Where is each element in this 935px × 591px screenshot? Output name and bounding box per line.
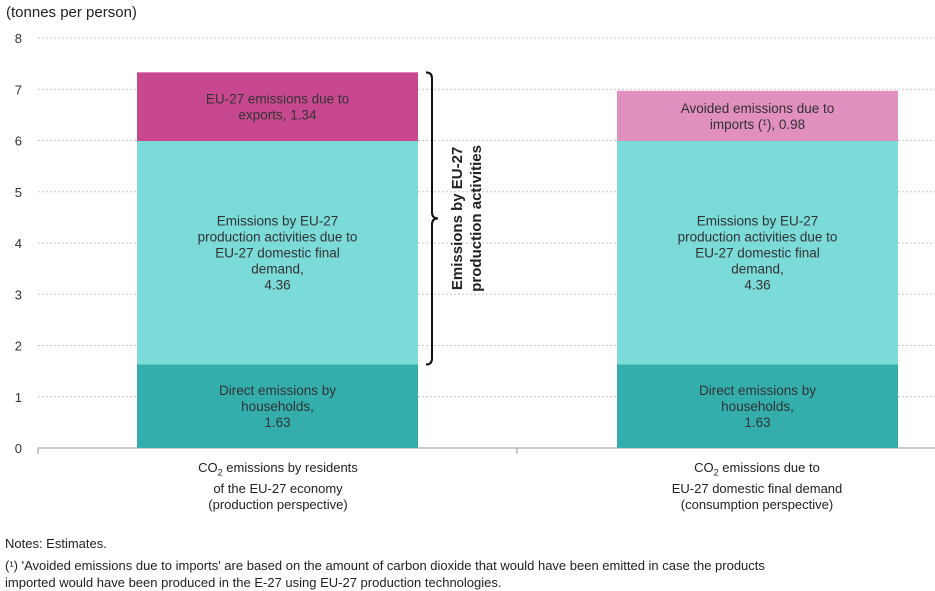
data-label: 4.36 bbox=[264, 278, 290, 293]
data-label: Emissions by EU-27 bbox=[697, 214, 819, 229]
data-label: Direct emissions by bbox=[699, 383, 816, 398]
data-label: imports (¹), 0.98 bbox=[710, 117, 805, 132]
annotation-label: production activities bbox=[468, 145, 485, 292]
data-label: Emissions by EU-27 bbox=[217, 214, 339, 229]
data-label: 1.63 bbox=[264, 415, 290, 430]
data-label: EU-27 domestic final bbox=[695, 246, 820, 261]
category-label-production: CO2 emissions by residents of the EU-27 … bbox=[198, 460, 358, 512]
bar-segment bbox=[137, 141, 418, 365]
y-tick-label: 2 bbox=[15, 339, 22, 354]
notes: Notes: Estimates. bbox=[5, 536, 107, 551]
y-tick-label: 5 bbox=[15, 185, 22, 200]
footnote: (¹) 'Avoided emissions due to imports' a… bbox=[5, 558, 765, 590]
data-label: exports, 1.34 bbox=[238, 108, 317, 123]
y-tick-label: 4 bbox=[15, 236, 22, 251]
data-label: 4.36 bbox=[744, 278, 770, 293]
data-label: production activities due to bbox=[678, 230, 838, 245]
bar-segment bbox=[617, 90, 898, 142]
data-label: production activities due to bbox=[198, 230, 358, 245]
y-tick-label: 8 bbox=[15, 31, 22, 46]
y-tick-label: 6 bbox=[15, 134, 22, 149]
data-label: Direct emissions by bbox=[219, 383, 336, 398]
y-tick-label: 3 bbox=[15, 287, 22, 302]
category-label-consumption: CO2 emissions due to EU-27 domestic fina… bbox=[671, 460, 843, 512]
y-tick-label: 0 bbox=[15, 441, 22, 456]
y-tick-label: 7 bbox=[15, 82, 22, 97]
data-label: EU-27 emissions due to bbox=[206, 92, 349, 107]
data-label: demand, bbox=[251, 262, 304, 277]
y-tick-label: 1 bbox=[15, 390, 22, 405]
bar-segment bbox=[137, 364, 418, 448]
bar-segment bbox=[617, 364, 898, 448]
annotation-label: Emissions by EU-27 bbox=[449, 147, 466, 290]
data-label: 1.63 bbox=[744, 415, 770, 430]
bar-segment bbox=[617, 141, 898, 365]
y-axis-label: (tonnes per person) bbox=[6, 4, 137, 21]
brace-icon bbox=[425, 71, 439, 366]
data-label: demand, bbox=[731, 262, 784, 277]
data-label: Avoided emissions due to bbox=[681, 101, 835, 116]
data-label: EU-27 domestic final bbox=[215, 246, 340, 261]
data-label: households, bbox=[241, 399, 314, 414]
bar-segment bbox=[137, 72, 418, 142]
data-label: households, bbox=[721, 399, 794, 414]
